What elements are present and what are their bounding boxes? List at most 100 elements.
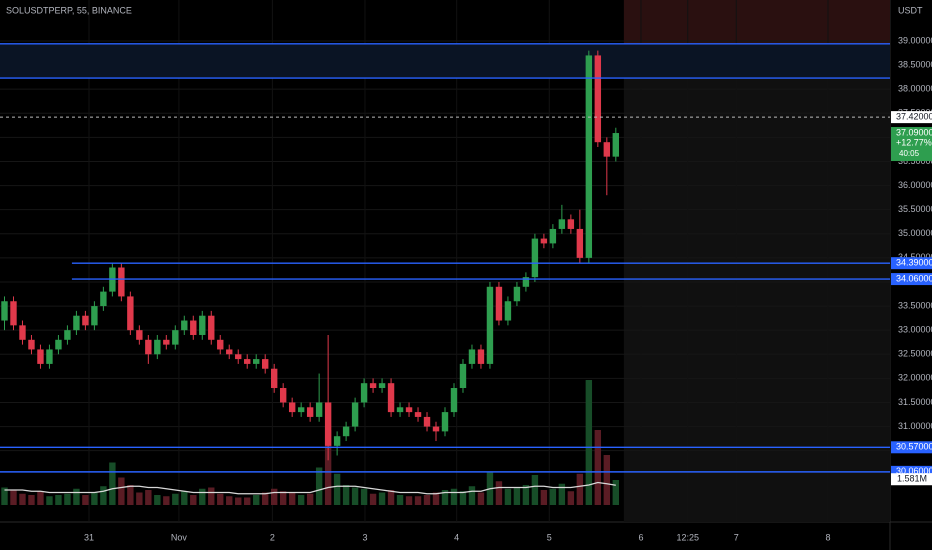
candle-body: [208, 315, 215, 340]
y-tick-label: 31.50000: [898, 397, 932, 407]
volume-bar: [46, 496, 53, 505]
volume-bar: [136, 492, 143, 505]
volume-bar: [441, 490, 449, 505]
volume-bar: [558, 483, 566, 505]
volume-bar: [226, 496, 233, 505]
y-tick-label: 38.00000: [898, 84, 932, 94]
x-tick-label: 2: [270, 532, 275, 542]
volume-bar: [109, 462, 116, 505]
volume-bar: [262, 492, 269, 505]
candle-body: [172, 330, 179, 345]
candle-body: [297, 407, 305, 413]
volume-bar: [91, 492, 98, 505]
volume-bar: [217, 493, 224, 505]
volume-bar: [279, 491, 287, 505]
x-tick-label: 8: [825, 532, 830, 542]
volume-bar: [64, 493, 71, 505]
x-tick-label: Nov: [171, 532, 188, 542]
volume-bar: [100, 486, 107, 505]
y-tick-label: 33.50000: [898, 300, 932, 310]
candle-body: [360, 383, 368, 403]
candle-body: [549, 228, 557, 244]
volume-bar: [387, 490, 395, 505]
candle-body: [100, 291, 107, 307]
volume-bar: [378, 492, 386, 505]
candle-body: [244, 359, 251, 364]
volume-bar: [163, 496, 170, 505]
last-change: +12.77%: [896, 137, 932, 147]
x-tick-label: 12:25: [676, 532, 699, 542]
y-tick-label: 31.00000: [898, 421, 932, 431]
candle-body: [73, 315, 80, 331]
candle-body: [414, 412, 422, 417]
candle-body: [262, 359, 269, 369]
candle-body: [387, 383, 395, 413]
candle-body: [522, 277, 530, 287]
candle-body: [324, 402, 332, 446]
candle-body: [504, 301, 512, 321]
candle-body: [1, 301, 8, 321]
volume-bar: [522, 485, 530, 505]
level-label-bg: [891, 441, 932, 454]
volume-bar: [235, 497, 242, 505]
volume-label-bg: [891, 473, 932, 486]
candle-body: [585, 55, 593, 258]
volume-bar: [468, 486, 476, 505]
candle-body: [513, 286, 521, 302]
volume-bar: [270, 488, 278, 505]
candle-body: [531, 238, 539, 278]
volume-bar: [612, 480, 620, 505]
candle-body: [217, 339, 224, 350]
volume-bar: [118, 477, 125, 505]
volume-ma: [4, 481, 616, 495]
volume-bar: [567, 491, 575, 505]
volume-bar: [172, 493, 179, 505]
x-tick-label: 6: [638, 532, 643, 542]
candle-body: [19, 325, 26, 340]
candle-body: [64, 330, 71, 340]
candle-body: [333, 436, 341, 446]
candle-body: [576, 228, 584, 258]
volume-bar: [603, 455, 611, 505]
candle-body: [594, 55, 602, 143]
level-label-bg: [891, 257, 932, 270]
candle-body: [226, 349, 233, 355]
candle-body: [315, 402, 323, 417]
candle-body: [145, 339, 152, 355]
volume-bar: [594, 430, 602, 505]
level-label-bg: [891, 273, 932, 286]
candle-body: [82, 315, 89, 326]
volume-bar: [306, 493, 314, 505]
volume-bar: [450, 488, 458, 505]
volume-bar: [585, 380, 593, 505]
volume-bar: [154, 495, 161, 505]
candle-body: [459, 363, 467, 389]
volume-bar: [549, 488, 557, 505]
volume-bar: [369, 493, 377, 505]
x-tick-label: 5: [547, 532, 552, 542]
last-price: 37.09000: [896, 127, 932, 137]
volume-bar: [477, 492, 485, 505]
candle-body: [468, 349, 476, 364]
candle-body: [190, 320, 197, 335]
volume-bar: [405, 496, 413, 505]
candle-body: [163, 339, 170, 345]
volume-label: 1.581M: [897, 474, 927, 484]
volume-bar: [513, 487, 521, 505]
volume-bar: [504, 488, 512, 505]
level-label: 34.06000: [896, 273, 932, 283]
candle-body: [495, 286, 503, 321]
volume-bar: [244, 497, 251, 505]
candle-body: [235, 354, 242, 360]
volume-bar: [540, 490, 548, 505]
candle-body: [441, 412, 449, 432]
candle-body: [306, 407, 314, 417]
volume-bar: [342, 485, 350, 505]
volume-bar: [495, 481, 503, 505]
y-tick-label: 35.50000: [898, 204, 932, 214]
candle-body: [423, 416, 431, 427]
volume-bar: [351, 487, 359, 505]
candle-body: [279, 388, 287, 403]
level-label: 34.39000: [896, 258, 932, 268]
